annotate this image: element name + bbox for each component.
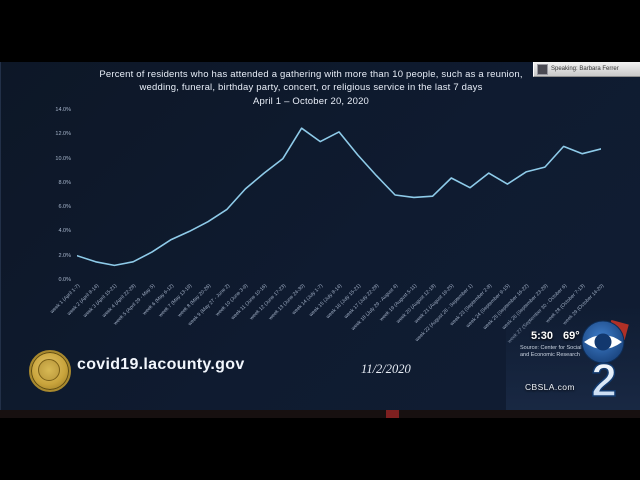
la-county-seal [29, 350, 71, 392]
broadcast-slide: Percent of residents who has attended a … [0, 62, 640, 410]
x-axis-label: week 7 (May 13-19) [158, 283, 194, 319]
clock-time: 5:30 [531, 330, 554, 342]
y-axis-tick: 4.0% [58, 228, 71, 235]
chart-plot [77, 127, 601, 267]
speaking-label: Speaking: Barbara Ferrer [551, 66, 619, 72]
y-axis-tick: 8.0% [58, 179, 71, 186]
y-axis-tick: 0.0% [58, 277, 71, 283]
studio-background-strip [0, 410, 640, 418]
y-axis: 0.0% 2.0% 4.0% 6.0% 8.0% 10.0% 12.0% 14.0% [37, 107, 73, 283]
la-county-seal-inner [38, 359, 60, 381]
y-axis-tick: 14.0% [55, 107, 71, 113]
y-axis-tick: 2.0% [58, 252, 71, 259]
speaking-banner: Speaking: Barbara Ferrer [533, 62, 640, 77]
temperature: 69° [563, 330, 580, 342]
chart-title-line1: Percent of residents who has attended a … [99, 69, 523, 80]
y-axis-tick: 6.0% [58, 204, 71, 211]
source-attribution: Source: Center for Social and Economic R… [520, 345, 581, 359]
y-axis-tick: 10.0% [55, 155, 71, 162]
chart-title-daterange: April 1 – October 20, 2020 [252, 96, 370, 107]
data-line [77, 127, 601, 267]
chart-title-line2: wedding, funeral, birthday party, concer… [139, 82, 483, 93]
county-website-url: covid19.lacounty.gov [77, 356, 245, 373]
speaker-video-thumbnail [537, 63, 548, 75]
source-line1: Source: Center for Social [520, 345, 582, 351]
source-line2: and Economic Research [520, 352, 580, 358]
slide-date: 11/2/2020 [361, 362, 411, 376]
cbs2-logo: 2 [581, 320, 629, 404]
studio-red-object [386, 410, 399, 418]
line-chart: 0.0% 2.0% 4.0% 6.0% 8.0% 10.0% 12.0% 14.0% week… [37, 107, 617, 360]
station-url: CBSLA.com [525, 382, 575, 392]
channel-number: 2 [591, 354, 617, 404]
y-axis-tick: 12.0% [55, 131, 71, 138]
chart-title: Percent of residents who has attended a … [21, 68, 601, 108]
time-temperature: 5:30 69° [531, 330, 580, 342]
cbs-eye-pupil [594, 333, 612, 351]
